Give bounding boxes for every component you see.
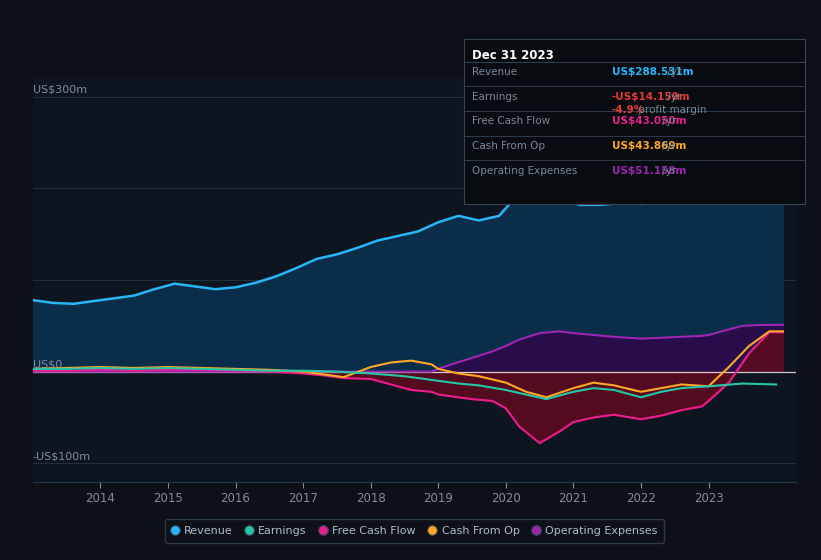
Text: /yr: /yr (659, 116, 677, 127)
Text: US$51.158m: US$51.158m (612, 166, 686, 176)
Text: -US$14.159m: -US$14.159m (612, 92, 690, 102)
Text: profit margin: profit margin (635, 105, 707, 115)
Text: /yr: /yr (659, 141, 677, 151)
Text: /yr: /yr (659, 166, 677, 176)
Text: -4.9%: -4.9% (612, 105, 644, 115)
Text: US$300m: US$300m (33, 85, 87, 95)
Text: /yr: /yr (664, 92, 681, 102)
Text: US$43.050m: US$43.050m (612, 116, 686, 127)
Legend: Revenue, Earnings, Free Cash Flow, Cash From Op, Operating Expenses: Revenue, Earnings, Free Cash Flow, Cash … (165, 519, 664, 543)
Text: Operating Expenses: Operating Expenses (472, 166, 577, 176)
Text: Dec 31 2023: Dec 31 2023 (472, 49, 554, 62)
Text: Free Cash Flow: Free Cash Flow (472, 116, 550, 127)
Text: Revenue: Revenue (472, 67, 517, 77)
Text: -US$100m: -US$100m (33, 451, 91, 461)
Text: US$43.869m: US$43.869m (612, 141, 686, 151)
Text: Earnings: Earnings (472, 92, 517, 102)
Text: US$0: US$0 (33, 360, 62, 370)
Text: /yr: /yr (664, 67, 681, 77)
Text: US$288.531m: US$288.531m (612, 67, 693, 77)
Text: Cash From Op: Cash From Op (472, 141, 545, 151)
